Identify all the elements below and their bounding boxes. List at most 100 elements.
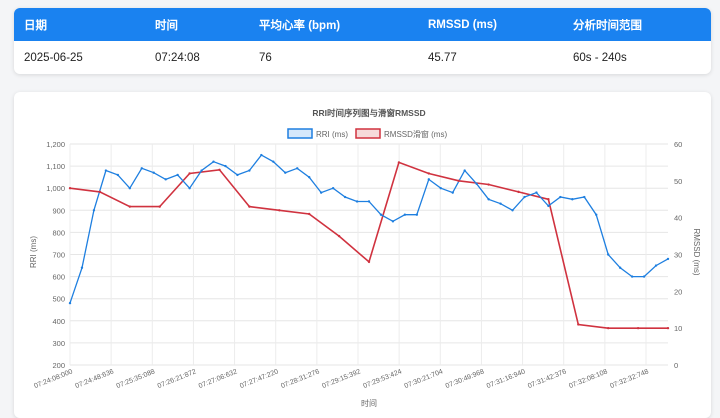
rmssd-point [308,212,311,216]
legend-label-rri: RRI (ms) [316,130,348,139]
chart-title: RRI时间序列图与滑窗RMSSD [312,108,425,118]
x-tick-label: 07:24:08:000 [33,368,74,390]
rmssd-point [577,323,580,326]
rmssd-point [367,260,371,264]
x-axis-label: 时间 [361,398,377,408]
rri-point [331,187,335,190]
x-axis: 07:24:08:000 07:24:48:636 07:25:35:088 07:2… [33,368,650,390]
y2-tick-label: 0 [674,361,678,370]
rri-point [403,213,407,216]
rri-point [116,173,120,177]
y-axis-left: 1,200 1,100 1,000 900 800 700 600 500 400 300 200 [46,140,65,370]
rri-point [475,182,478,185]
rri-point [463,169,466,172]
y-axis-right: 60 50 40 30 20 10 0 [674,140,682,370]
rmssd-point [218,168,221,171]
y2-tick-label: 30 [674,251,682,260]
rri-point [164,178,167,181]
summary-value-row: 2025-06-25 07:24:08 76 45.77 60s - 240s [14,41,711,74]
rri-rmssd-chart: RRI时间序列图与滑窗RMSSD RRI (ms) RMSSD滑窗 (ms) 1… [29,108,701,408]
rri-point [571,198,574,201]
rri-point [547,204,550,208]
x-tick-label: 07:31:42:376 [527,368,568,390]
rri-point [523,195,526,199]
rri-point [68,301,72,305]
y-tick-label: 200 [52,361,65,370]
legend[interactable]: RRI (ms) RMSSD滑窗 (ms) [287,128,447,139]
rri-point [104,169,108,172]
grid-lines [69,143,668,366]
y-axis-right-label: RMSSD (ms) [692,228,701,275]
rri-point [367,200,371,203]
x-tick-label: 07:27:06:632 [198,368,239,390]
x-tick-label: 07:29:53:424 [362,368,403,390]
x-tick-label: 07:26:21:872 [157,368,198,390]
legend-item-rri[interactable]: RRI (ms) [287,128,348,139]
x-tick-label: 07:25:35:088 [116,368,157,390]
rri-point [630,275,634,278]
rmssd-point [427,172,430,175]
x-tick-label: 07:24:48:636 [74,368,115,390]
rri-point [511,209,514,212]
header-date: 日期 [24,19,47,32]
legend-label-rmssd: RMSSD滑窗 (ms) [384,129,447,139]
x-tick-label: 07:32:32:748 [609,368,650,390]
x-tick-label: 07:27:47:220 [239,368,280,390]
rri-point [439,187,442,190]
summary-table: 日期 时间 平均心率 (bpm) RMSSD (ms) 分析时间范围 2025-… [14,8,711,74]
rri-point [224,164,227,168]
header-time: 时间 [155,19,178,32]
rmssd-point [607,326,610,330]
legend-swatch-rri [287,128,313,139]
rri-point [236,173,239,177]
rri-point [583,195,586,199]
value-date: 2025-06-25 [24,51,83,64]
rri-point [188,187,191,190]
value-avg-hr: 76 [259,51,272,64]
rri-point [379,213,383,216]
rri-point [666,257,670,261]
rri-point [391,220,395,223]
x-tick-label: 07:30:21:704 [404,368,445,390]
x-tick-label: 07:30:49:968 [445,368,486,390]
rmssd-point [278,209,281,212]
rmssd-series-points [68,161,670,330]
rri-point [618,266,622,269]
rri-point [607,253,610,256]
y-tick-label: 700 [52,251,65,260]
rmssd-point [98,190,102,194]
x-tick-label: 07:32:08:108 [568,368,609,390]
rri-point [272,160,275,163]
rmssd-point [188,172,191,175]
rri-point [200,169,203,172]
y-tick-label: 900 [52,206,65,215]
rmssd-point [158,205,161,208]
value-range: 60s - 240s [573,51,627,64]
rmssd-point [517,190,520,194]
header-avg-hr: 平均心率 (bpm) [259,19,341,32]
rri-point [92,209,96,212]
rmssd-point [68,187,72,190]
header-rmssd: RMSSD (ms) [428,18,498,31]
y-tick-label: 600 [52,273,65,282]
y2-tick-label: 50 [674,177,682,186]
rri-point [319,191,323,194]
header-range: 分析时间范围 [573,19,642,32]
x-tick-label: 07:29:15:392 [321,368,362,390]
rmssd-point [397,161,401,164]
rri-point [140,167,143,170]
y-tick-label: 1,100 [46,162,65,171]
legend-swatch-rmssd [355,128,381,139]
rri-point [343,195,347,199]
rri-point [80,266,84,269]
x-tick-label: 07:31:16:940 [486,368,527,390]
legend-item-rmssd[interactable]: RMSSD滑窗 (ms) [355,128,447,139]
rri-point [535,191,538,194]
y2-tick-label: 10 [674,324,682,333]
rmssd-point [636,326,640,330]
rri-series-line [69,154,669,304]
rri-point [128,187,131,190]
rri-point [595,213,598,216]
rri-point [415,213,419,216]
rri-point [355,200,359,203]
